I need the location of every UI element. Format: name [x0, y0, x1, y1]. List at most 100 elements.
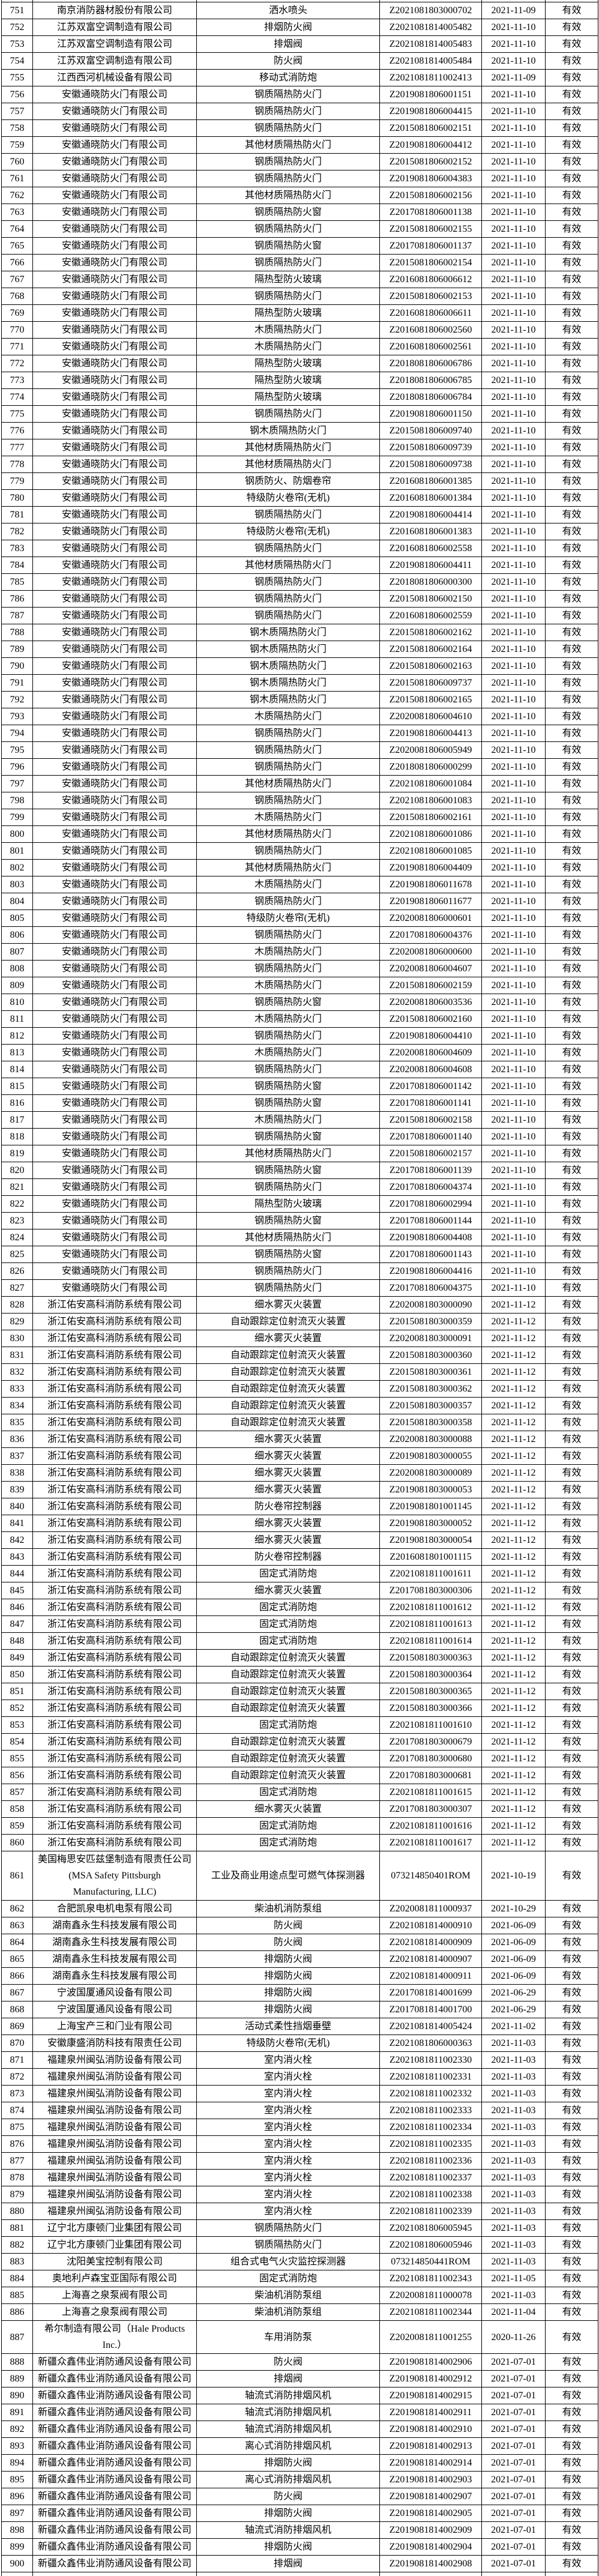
product-cell: 排烟防火阀 — [197, 2505, 380, 2522]
company-cell: 安徽通晓防火门有限公司 — [33, 456, 197, 473]
certificate-no-cell: Z2021081806001085 — [380, 843, 482, 860]
certificate-no-cell: Z2019081803000053 — [380, 1482, 482, 1498]
serial-cell: 897 — [2, 2505, 33, 2522]
status-cell: 有效 — [546, 910, 598, 927]
product-cell: 防火阀 — [197, 2354, 380, 2371]
product-cell: 轴流式消防排烟风机 — [197, 2421, 380, 2438]
product-cell: 室内消火栓 — [197, 2136, 380, 2153]
issue-date-cell: 2021-11-10 — [482, 423, 546, 439]
company-cell: 浙江佑安高科消防系统有限公司 — [33, 1566, 197, 1582]
product-cell: 细水雾灭火装置 — [197, 1515, 380, 1532]
serial-cell: 876 — [2, 2136, 33, 2153]
serial-cell: 857 — [2, 1784, 33, 1801]
status-cell: 有效 — [546, 1482, 598, 1498]
issue-date-cell: 2021-11-12 — [482, 1767, 546, 1784]
issue-date-cell: 2021-11-10 — [482, 893, 546, 910]
product-cell: 钢质隔热防火门 — [197, 1263, 380, 1280]
certificate-no-cell: Z2019081814002904 — [380, 2539, 482, 2556]
company-cell: 浙江佑安高科消防系统有限公司 — [33, 1667, 197, 1683]
issue-date-cell: 2021-11-10 — [482, 187, 546, 204]
product-cell: 隔热型防火玻璃 — [197, 355, 380, 372]
serial-cell: 819 — [2, 1145, 33, 1162]
serial-cell: 852 — [2, 1700, 33, 1717]
company-cell: 安徽通晓防火门有限公司 — [33, 1112, 197, 1129]
product-cell: 自动跟踪定位射流灭火装置 — [197, 1414, 380, 1431]
company-cell: 安徽通晓防火门有限公司 — [33, 994, 197, 1011]
certificate-no-cell: Z2021081814000907 — [380, 1951, 482, 1968]
issue-date-cell: 2021-11-10 — [482, 355, 546, 372]
issue-date-cell: 2021-11-10 — [482, 1263, 546, 1280]
issue-date-cell: 2021-11-12 — [482, 1683, 546, 1700]
serial-cell: 843 — [2, 1549, 33, 1566]
serial-cell: 794 — [2, 725, 33, 742]
issue-date-cell: 2021-11-10 — [482, 1045, 546, 1061]
company-cell: 安徽通晓防火门有限公司 — [33, 860, 197, 876]
serial-cell: 800 — [2, 826, 33, 843]
certificate-no-cell: Z2021081811002343 — [380, 2270, 482, 2287]
serial-cell: 790 — [2, 658, 33, 675]
serial-cell: 836 — [2, 1431, 33, 1448]
product-cell: 自动跟踪定位射流灭火装置 — [197, 1667, 380, 1683]
product-cell: 钢质隔热防火门 — [197, 1028, 380, 1045]
serial-cell: 782 — [2, 523, 33, 540]
company-cell: 安徽通晓防火门有限公司 — [33, 893, 197, 910]
status-cell: 有效 — [546, 355, 598, 372]
company-cell: 浙江佑安高科消防系统有限公司 — [33, 1330, 197, 1347]
issue-date-cell: 2021-11-10 — [482, 860, 546, 876]
company-cell: 安徽通晓防火门有限公司 — [33, 238, 197, 255]
company-cell: 安徽通晓防火门有限公司 — [33, 843, 197, 860]
certificate-no-cell: Z2021081806001084 — [380, 776, 482, 792]
issue-date-cell: 2021-11-10 — [482, 255, 546, 271]
company-cell: 辽宁北方康顿门业集团有限公司 — [33, 2237, 197, 2254]
serial-cell: 840 — [2, 1498, 33, 1515]
status-cell: 有效 — [546, 994, 598, 1011]
product-cell: 木质隔热防火门 — [197, 1045, 380, 1061]
status-cell: 有效 — [546, 1498, 598, 1515]
product-cell: 钢木质隔热防火门 — [197, 423, 380, 439]
status-cell: 有效 — [546, 389, 598, 406]
product-cell: 防火阀 — [197, 1917, 380, 1934]
certificate-no-cell: Z2015081806002164 — [380, 641, 482, 658]
certificate-no-cell: Z2021081814005482 — [380, 19, 482, 36]
product-cell: 室内消火栓 — [197, 2069, 380, 2086]
serial-cell: 798 — [2, 792, 33, 809]
certificate-no-cell: Z2019081814002910 — [380, 2421, 482, 2438]
issue-date-cell: 2021-11-10 — [482, 961, 546, 977]
issue-date-cell: 2021-11-12 — [482, 1549, 546, 1566]
product-cell: 其他材质隔热防火门 — [197, 826, 380, 843]
product-cell: 钢质隔热防火门 — [197, 2220, 380, 2237]
product-cell: 自动跟踪定位射流灭火装置 — [197, 1751, 380, 1767]
serial-cell: 804 — [2, 893, 33, 910]
product-cell: 组合式电气火灾监控探测器 — [197, 2254, 380, 2270]
status-cell: 有效 — [546, 2387, 598, 2404]
status-cell: 有效 — [546, 1229, 598, 1246]
certificate-no-cell: Z2019081814002908 — [380, 2556, 482, 2572]
status-cell: 有效 — [546, 977, 598, 994]
issue-date-cell: 2021-06-09 — [482, 1934, 546, 1951]
serial-cell: 771 — [2, 339, 33, 355]
issue-date-cell: 2021-11-12 — [482, 1431, 546, 1448]
product-cell: 排烟防火阀 — [197, 1985, 380, 2001]
serial-cell: 820 — [2, 1162, 33, 1179]
product-cell: 钢质隔热防火窗 — [197, 1078, 380, 1095]
serial-cell: 799 — [2, 809, 33, 826]
partial-cell — [2, 2572, 33, 2576]
status-cell: 有效 — [546, 103, 598, 120]
serial-cell: 849 — [2, 1650, 33, 1667]
